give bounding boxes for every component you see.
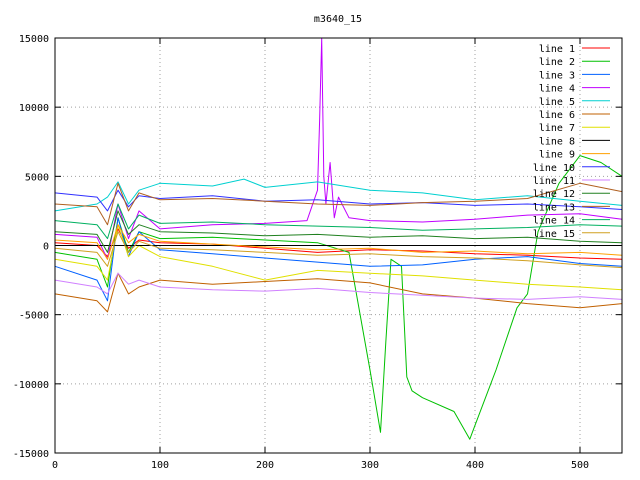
x-tick-label: 200 xyxy=(256,460,274,471)
series-line-13 xyxy=(54,182,623,226)
x-tick-label: 100 xyxy=(151,460,169,471)
y-tick-label: -5000 xyxy=(19,311,49,322)
legend-label-7: line 7 xyxy=(539,123,575,134)
legend-label-8: line 8 xyxy=(539,136,575,147)
series-line-15 xyxy=(54,231,623,269)
legend-label-6: line 6 xyxy=(539,110,575,121)
series-line-14 xyxy=(54,203,623,240)
x-tick-label: 300 xyxy=(361,460,379,471)
y-tick-label: -10000 xyxy=(13,380,49,391)
x-tick-label: 0 xyxy=(52,460,58,471)
y-tick-label: 0 xyxy=(43,242,49,253)
legend-label-3: line 3 xyxy=(539,70,575,81)
series-line-12 xyxy=(54,210,623,253)
series-line-3 xyxy=(54,217,623,302)
legend-label-14: line 14 xyxy=(533,216,575,227)
legend-label-2: line 2 xyxy=(539,57,575,68)
legend-label-13: line 13 xyxy=(533,202,575,213)
legend-label-5: line 5 xyxy=(539,97,575,108)
x-tick-label: 400 xyxy=(466,460,484,471)
y-tick-label: 5000 xyxy=(25,172,49,183)
y-tick-label: 10000 xyxy=(19,103,49,114)
legend-label-15: line 15 xyxy=(533,229,575,240)
series-line-10 xyxy=(54,189,623,212)
legend-label-11: line 11 xyxy=(533,176,575,187)
y-tick-label: -15000 xyxy=(13,449,49,460)
series-line-6 xyxy=(54,272,623,313)
axes: 0 100 200 300 400 500 -15000 -10000 -5000 0 5000 10… xyxy=(13,34,622,471)
legend-label-4: line 4 xyxy=(539,84,575,95)
series-line-11 xyxy=(54,272,623,300)
x-tick-label: 500 xyxy=(571,460,589,471)
legend: line 1 line 2 line 3 line 4 line 5 line 6 line… xyxy=(533,44,610,240)
legend-label-9: line 9 xyxy=(539,150,575,161)
legend-label-1: line 1 xyxy=(539,44,575,55)
y-tick-label: 15000 xyxy=(19,34,49,45)
series-line-7 xyxy=(54,224,623,291)
chart-title: m3640_15 xyxy=(314,14,362,25)
series-line-9 xyxy=(54,224,623,260)
legend-label-10: line 10 xyxy=(533,163,575,174)
legend-label-12: line 12 xyxy=(533,189,575,200)
series-line-5 xyxy=(54,178,623,212)
